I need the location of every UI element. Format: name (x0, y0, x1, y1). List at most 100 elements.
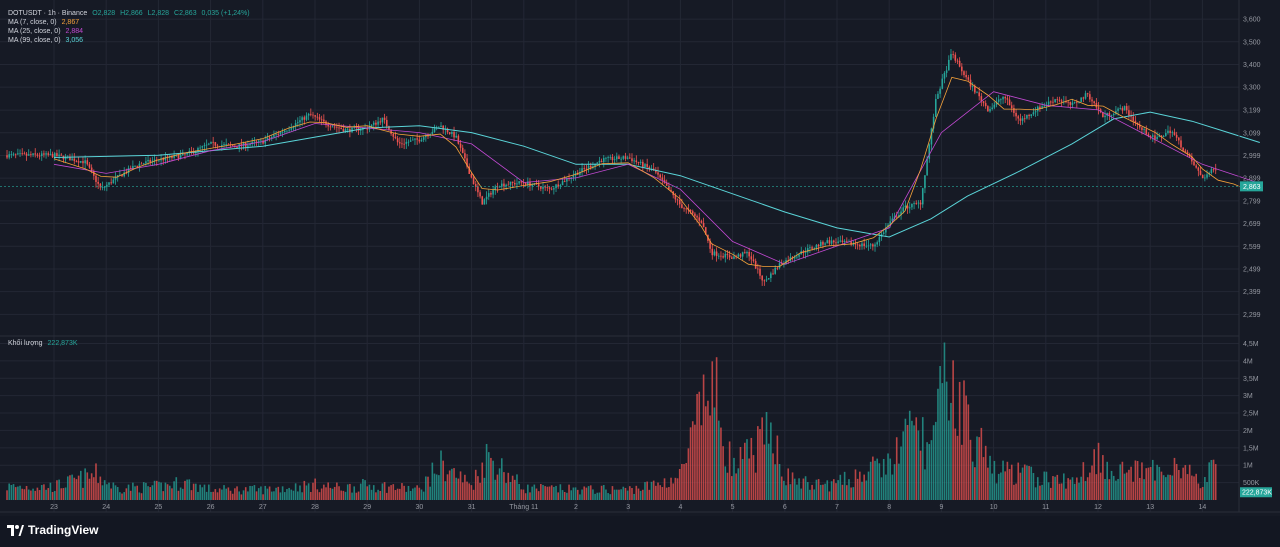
candle-body (305, 115, 308, 120)
tradingview-brand[interactable]: TradingView (7, 523, 98, 537)
volume-bar (186, 479, 188, 500)
volume-bar (459, 471, 462, 500)
candle-body (596, 162, 599, 164)
volume-bar (162, 491, 165, 500)
candle-body (531, 184, 533, 187)
price-volume-chart[interactable]: 3,600 3,500 3,400 3,300 3,199 3,099 2,999 2,899… (0, 0, 1280, 516)
volume-bar (889, 458, 892, 500)
volume-bar (689, 427, 692, 500)
candle-body (1084, 93, 1087, 99)
candle-body (659, 174, 661, 178)
candle-body (737, 254, 740, 257)
candle-body (685, 208, 688, 210)
candle-body (121, 174, 123, 177)
volume-bar (127, 484, 130, 500)
ma7-legend[interactable]: MA (7, close, 0) 2,867 (8, 18, 82, 27)
volume-bar (1058, 483, 1061, 500)
volume-bar (846, 485, 848, 500)
candle-body (618, 156, 620, 160)
candle-body (249, 144, 251, 146)
volume-bar (1130, 466, 1132, 500)
candle-body (84, 160, 86, 164)
candle-body (405, 141, 408, 144)
candle-body (260, 140, 262, 142)
volume-bar (53, 491, 56, 500)
symbol-legend[interactable]: DOTUSDT · 1h · Binance O2,828 H2,866 L2,… (8, 9, 253, 18)
volume-bar (479, 482, 481, 500)
volume-bar (97, 483, 99, 500)
volume-legend[interactable]: Khối lượng 222,873K (8, 339, 81, 348)
volume-bar (798, 478, 800, 500)
volume-bar (1115, 480, 1117, 500)
volume-bar (934, 421, 937, 500)
volume-bar (325, 487, 327, 500)
time-tick-label: 10 (990, 504, 998, 511)
candle-body (1112, 113, 1115, 116)
candle-body (950, 54, 952, 60)
candle-body (251, 141, 254, 145)
volume-bar (1206, 482, 1208, 500)
volume-bar (168, 485, 171, 500)
candle-body (945, 70, 948, 73)
candle-body (340, 128, 342, 130)
volume-bar (1184, 465, 1187, 500)
volume-bar (1108, 479, 1111, 500)
volume-bar (244, 487, 247, 500)
candle-body (850, 241, 852, 245)
volume-bar (166, 484, 169, 500)
volume-bar (438, 475, 440, 500)
volume-bar (129, 490, 132, 500)
volume-bar (596, 492, 599, 500)
volume-bar (158, 481, 160, 500)
volume-bar (802, 478, 805, 500)
ma25-legend[interactable]: MA (25, close, 0) 2,884 (8, 27, 86, 36)
volume-bar (1208, 462, 1210, 500)
candle-body (961, 66, 963, 72)
volume-bar (149, 487, 152, 500)
volume-bar (709, 415, 711, 500)
volume-bar (1041, 484, 1043, 500)
candle-body (1041, 106, 1043, 109)
volume-bar (711, 361, 714, 500)
candle-body (832, 240, 835, 243)
volume-bar (817, 479, 820, 500)
candle-body (748, 251, 750, 257)
volume-bar (761, 417, 763, 500)
candle-body (108, 182, 110, 185)
volume-bar (385, 492, 388, 500)
ma99-legend[interactable]: MA (99, close, 0) 3,056 (8, 36, 86, 45)
volume-bar (21, 488, 24, 500)
volume-bar (1002, 460, 1004, 500)
candle-body (956, 60, 959, 62)
candle-body (930, 128, 933, 145)
volume-bar (713, 407, 716, 500)
candle-body (181, 153, 184, 156)
candle-body (451, 132, 453, 134)
candle-body (518, 181, 520, 184)
volume-tick-label: 3M (1243, 393, 1253, 400)
candle-body (1049, 101, 1052, 103)
candle-body (485, 196, 488, 200)
candle-body (607, 157, 609, 158)
volume-bar (629, 486, 631, 500)
candle-body (440, 125, 442, 128)
volume-bar (216, 492, 219, 500)
volume-bar (531, 486, 533, 500)
volume-bar (516, 474, 518, 500)
candle-body (548, 187, 551, 189)
candle-body (954, 54, 957, 61)
volume-bar (316, 489, 319, 500)
candle-body (798, 254, 800, 257)
time-tick-label: 29 (363, 504, 371, 511)
volume-bar (670, 477, 672, 500)
candle-body (993, 104, 996, 108)
volume-bar (1158, 466, 1161, 500)
volume-bar (19, 485, 21, 500)
volume-bar (359, 483, 362, 500)
candle-body (1054, 99, 1056, 103)
volume-bar (546, 486, 549, 500)
candle-body (668, 185, 670, 190)
candle-body (796, 256, 798, 258)
volume-bar (687, 448, 690, 500)
volume-bar (1080, 476, 1082, 500)
